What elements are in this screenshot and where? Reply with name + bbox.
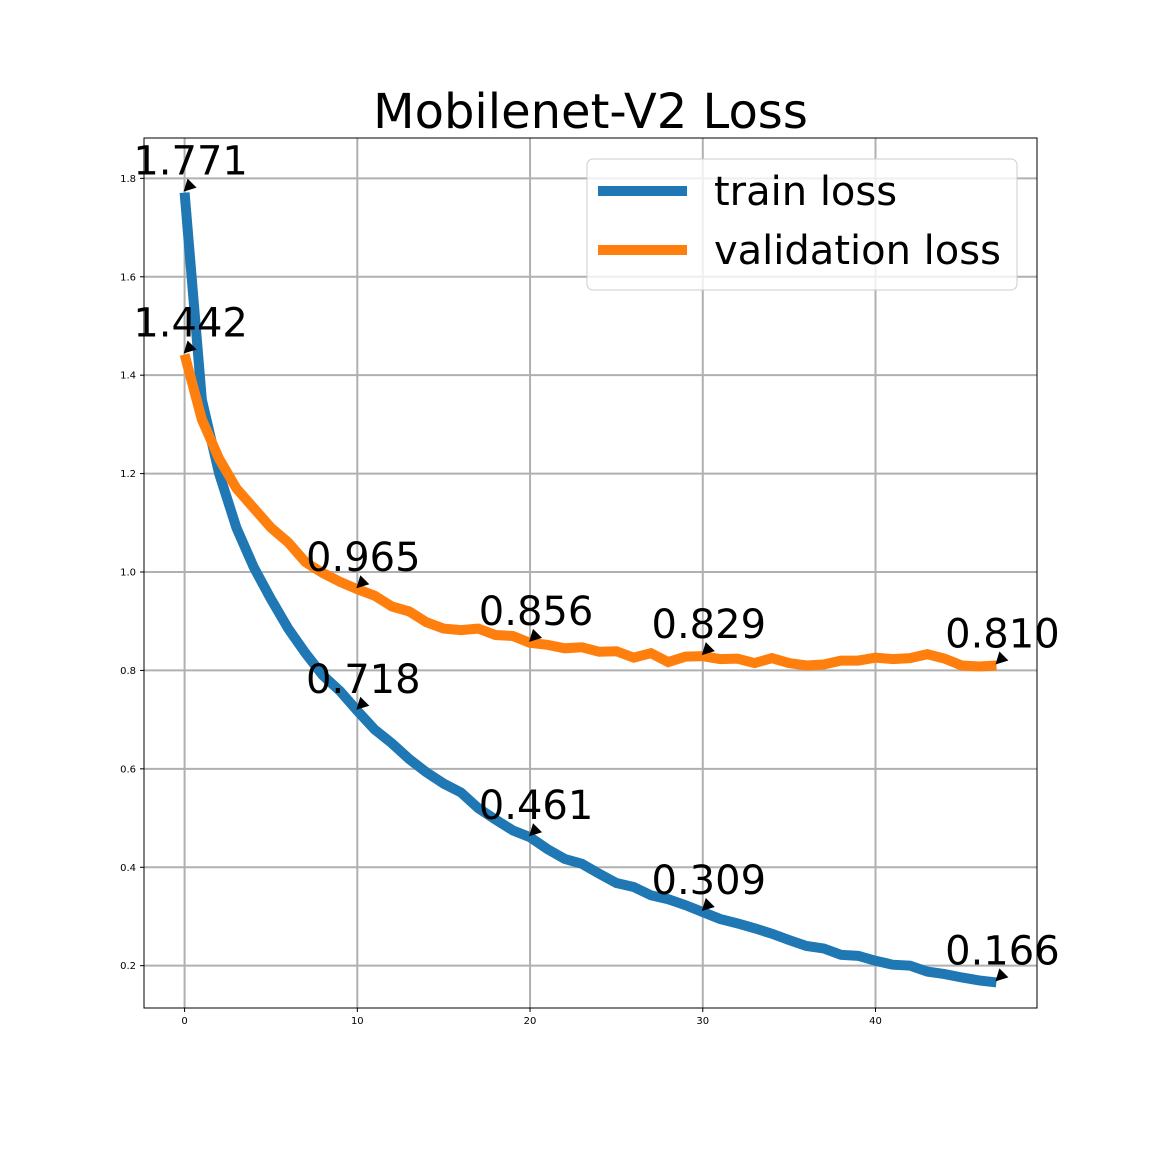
annotation-label: 1.771	[133, 139, 248, 185]
annotation-arrow	[356, 575, 370, 589]
x-tick-label: 0	[181, 1016, 187, 1027]
y-tick-label: 0.6	[120, 764, 136, 775]
annotation-label: 0.965	[306, 535, 421, 581]
annotation-arrow	[529, 823, 543, 837]
legend-label: train loss	[714, 169, 897, 215]
annotation-label: 0.461	[479, 783, 594, 829]
annotation-label: 0.309	[652, 858, 767, 904]
y-tick-label: 1.6	[120, 272, 136, 283]
annotation-label: 0.829	[652, 602, 767, 648]
data-annotation: 0.856	[479, 589, 594, 642]
x-tick-label: 30	[696, 1016, 709, 1027]
annotation-arrow	[356, 696, 370, 710]
series-line-validation	[179, 353, 997, 672]
annotation-label: 0.856	[479, 589, 594, 635]
series-line-train	[179, 192, 997, 988]
data-annotation: 0.309	[652, 858, 767, 912]
data-annotation: 0.829	[652, 602, 767, 656]
x-tick-label: 40	[869, 1016, 882, 1027]
annotations: 1.771 0.718 0.461 0.309 0.166 1.442 0.965 0.856…	[133, 139, 1060, 982]
annotation-arrow	[701, 898, 715, 912]
data-annotation: 0.718	[306, 657, 421, 710]
data-annotation: 1.771	[133, 139, 248, 192]
plot-frame	[143, 137, 1038, 1009]
annotation-arrow	[995, 651, 1009, 665]
annotation-label: 0.810	[945, 612, 1060, 658]
legend: train loss validation loss	[586, 158, 1018, 291]
annotation-arrow	[701, 642, 715, 656]
annotation-arrow	[183, 178, 197, 192]
y-tick-label: 1.8	[120, 174, 136, 185]
annotation-arrow	[183, 340, 197, 354]
y-tick-label: 0.2	[120, 961, 136, 972]
data-annotation: 0.461	[479, 783, 594, 837]
chart-title: Mobilenet-V2 Loss	[373, 84, 808, 140]
ticks: 0 10 20 30 40 0.2 0.4 0.6 0.8 1.0 1.2 1.4 1.6 1.8	[120, 174, 882, 1027]
legend-label: validation loss	[714, 228, 1001, 274]
annotation-label: 0.166	[945, 928, 1060, 974]
annotation-arrow	[529, 628, 543, 642]
x-tick-label: 10	[351, 1016, 364, 1027]
y-tick-label: 0.8	[120, 666, 136, 677]
y-tick-label: 0.4	[120, 863, 136, 874]
data-annotation: 0.166	[945, 928, 1060, 982]
annotation-label: 1.442	[133, 301, 248, 347]
annotation-label: 0.718	[306, 657, 421, 703]
y-tick-label: 1.0	[120, 568, 136, 579]
annotation-arrow	[995, 968, 1009, 982]
series-layer	[179, 192, 997, 988]
y-tick-label: 1.2	[120, 469, 136, 480]
data-annotation: 0.810	[945, 612, 1060, 665]
data-annotation: 1.442	[133, 301, 248, 354]
data-annotation: 0.965	[306, 535, 421, 589]
legend-box	[586, 158, 1018, 291]
x-tick-label: 20	[524, 1016, 537, 1027]
y-tick-label: 1.4	[120, 371, 136, 382]
